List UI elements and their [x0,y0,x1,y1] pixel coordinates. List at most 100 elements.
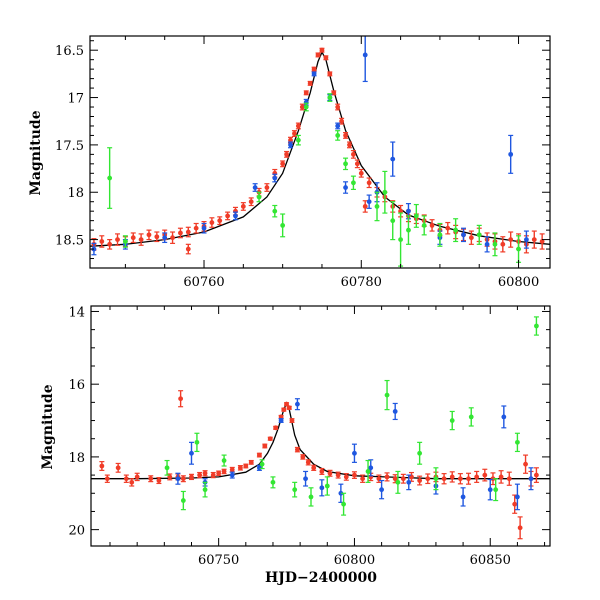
bottom-data-point [286,405,292,411]
bottom-y-tick-label: 20 [68,524,85,539]
bottom-data-point [202,470,208,476]
top-data-point [343,185,348,190]
top-data-point [256,194,262,200]
bottom-data-point [379,487,385,493]
top-data-point [178,230,183,236]
top-data-point [390,156,396,162]
bottom-data-point [417,450,423,456]
top-y-tick-label: 18.5 [55,234,84,249]
top-data-point [272,208,278,214]
bottom-data-point [368,465,374,471]
bottom-data-point [237,465,243,471]
top-data-point [284,151,289,157]
top-data-point [327,95,333,100]
top-data-point [453,227,459,233]
bottom-data-point [256,452,262,458]
bottom-data-point [178,396,184,402]
top-data-point [331,90,337,96]
bottom-x-tick-label: 60850 [470,553,511,568]
bottom-data-point [305,459,311,465]
bottom-data-point [384,392,390,398]
top-data-point [303,104,309,110]
bottom-data-point [460,494,466,500]
bottom-data-point [392,409,398,414]
top-data-point [413,213,419,219]
top-data-point [347,142,352,148]
bottom-data-point [221,458,227,463]
top-x-tick-label: 60760 [183,275,224,290]
top-data-point [170,235,175,241]
bottom-data-point [466,476,471,482]
top-data-point [484,241,490,247]
top-data-point [366,180,372,186]
bottom-data-point [341,501,346,507]
top-data-point [445,225,451,231]
bottom-data-point [515,439,520,445]
top-y-axis-label: Magnitude [28,110,44,195]
bottom-data-point [528,476,534,482]
top-data-point [307,80,313,86]
bottom-data-point [164,465,170,471]
top-data-point [272,175,278,181]
bottom-data-point [229,472,235,478]
top-data-point [406,227,411,233]
bottom-data-point [167,474,173,480]
top-data-point [315,52,321,58]
top-data-point [358,170,364,176]
bottom-data-point [267,436,273,442]
bottom-data-point [229,467,235,473]
top-data-point [185,246,191,252]
bottom-data-point [534,323,539,329]
bottom-data-point [501,414,507,420]
bottom-data-point [216,470,222,476]
top-data-point [374,204,380,209]
bottom-plot-area [91,316,550,540]
top-data-point [225,213,231,219]
bottom-x-tick-label: 60800 [334,553,375,568]
bottom-data-point [449,418,455,423]
top-data-point [335,133,341,138]
top-data-point [421,222,427,228]
top-data-point [516,246,521,252]
top-data-point [339,118,345,124]
top-panel-light-curve: Magnitude 60760 60780 60800 16.5 17 17.5 18 18.… [28,35,551,290]
bottom-panel-light-curve: Magnitude HJD−2400000 60750 60800 60850 14 1… [40,305,551,586]
bottom-data-point [384,474,390,480]
top-data-point [508,237,514,242]
top-data-point [122,239,128,244]
top-data-point [138,237,144,242]
bottom-data-point [512,501,518,507]
bottom-data-point [197,472,203,478]
bottom-data-point [441,476,447,482]
top-data-point [319,47,325,53]
top-data-point [398,208,403,214]
top-data-point [209,220,215,225]
top-data-point [292,131,297,136]
top-data-point [362,52,368,58]
bottom-data-point [352,472,357,478]
bottom-data-point [115,465,121,471]
top-data-point [362,204,368,209]
bottom-data-point [300,454,306,460]
bottom-data-point [270,479,276,485]
top-data-point [217,218,223,224]
bottom-data-point [327,470,333,476]
bottom-data-point [156,478,162,483]
bottom-data-point [134,474,140,480]
top-data-point [311,66,317,72]
top-data-point [398,237,403,242]
top-data-point [335,104,341,110]
top-data-point [366,199,372,205]
top-data-point [107,175,113,181]
top-data-point [354,161,360,167]
top-series-2 [107,93,522,267]
bottom-data-point [425,476,431,482]
bottom-data-point [493,487,499,493]
top-data-point [524,237,529,242]
top-data-point [280,222,286,228]
bottom-series-2 [164,316,539,516]
top-data-point [437,232,443,238]
bottom-data-point [474,474,480,480]
top-data-point [343,133,348,138]
